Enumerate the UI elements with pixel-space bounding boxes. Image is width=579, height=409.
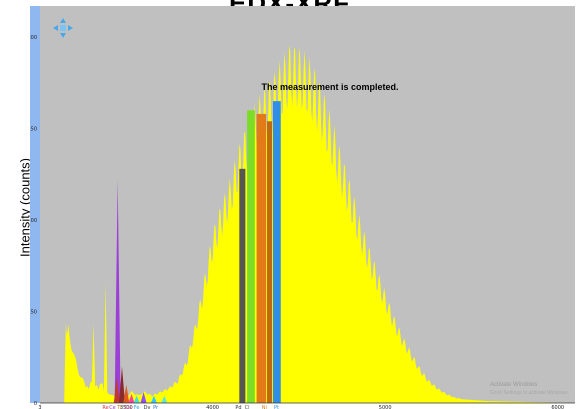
y-axis-strip bbox=[30, 6, 40, 403]
watermark-line-2: Go to Settings to activate Windows. bbox=[490, 390, 569, 396]
element-label: Ti bbox=[116, 405, 121, 409]
status-message: The measurement is completed. bbox=[261, 82, 398, 92]
element-peak-0 bbox=[114, 179, 121, 403]
element-band-3 bbox=[266, 121, 273, 404]
element-label: Fe bbox=[134, 405, 140, 409]
x-tick-label: 3500 bbox=[120, 405, 133, 409]
spectrum-fill bbox=[40, 44, 575, 404]
element-peak-4 bbox=[128, 393, 135, 403]
element-band-2 bbox=[256, 113, 267, 403]
element-label: Re bbox=[102, 405, 108, 409]
element-label: Ni bbox=[262, 405, 267, 409]
element-label: Pd bbox=[235, 405, 241, 409]
element-label: Ca bbox=[125, 405, 132, 409]
x-tick-label: 3 bbox=[38, 405, 41, 409]
element-peak-8 bbox=[161, 395, 168, 403]
zoom-pan-control[interactable] bbox=[53, 18, 73, 38]
element-peak-2 bbox=[118, 366, 125, 403]
x-tick-label: 6000 bbox=[551, 405, 564, 409]
element-peak-3 bbox=[123, 384, 130, 403]
element-label: Dv bbox=[144, 405, 151, 409]
element-label: Ce bbox=[109, 405, 116, 409]
y-tick-label: 150 bbox=[30, 127, 37, 133]
y-tick-label: 50 bbox=[31, 310, 37, 316]
pan-left-icon[interactable] bbox=[53, 25, 58, 31]
y-tick-label: 0 bbox=[34, 401, 37, 407]
element-peak-1 bbox=[113, 377, 120, 403]
element-peak-7 bbox=[150, 395, 157, 403]
element-label: Pr bbox=[153, 405, 159, 409]
element-band-4 bbox=[272, 101, 281, 404]
x-tick-label: 4000 bbox=[206, 405, 219, 409]
y-tick-label: 100 bbox=[30, 218, 37, 224]
element-band-1 bbox=[247, 110, 255, 404]
pan-right-icon[interactable] bbox=[68, 25, 73, 31]
y-tick-label: 200 bbox=[30, 35, 37, 41]
pan-down-icon[interactable] bbox=[60, 33, 66, 38]
x-tick-label: 5000 bbox=[379, 405, 392, 409]
element-label: Cl bbox=[245, 405, 250, 409]
element-band-0 bbox=[239, 168, 246, 403]
element-peak-5 bbox=[133, 395, 140, 403]
element-label: Pt bbox=[274, 405, 279, 409]
pan-up-icon[interactable] bbox=[60, 18, 66, 23]
zoom-center-icon[interactable] bbox=[60, 25, 66, 31]
watermark-line-1: Activate Windows bbox=[490, 382, 537, 388]
element-peak-6 bbox=[140, 392, 147, 403]
